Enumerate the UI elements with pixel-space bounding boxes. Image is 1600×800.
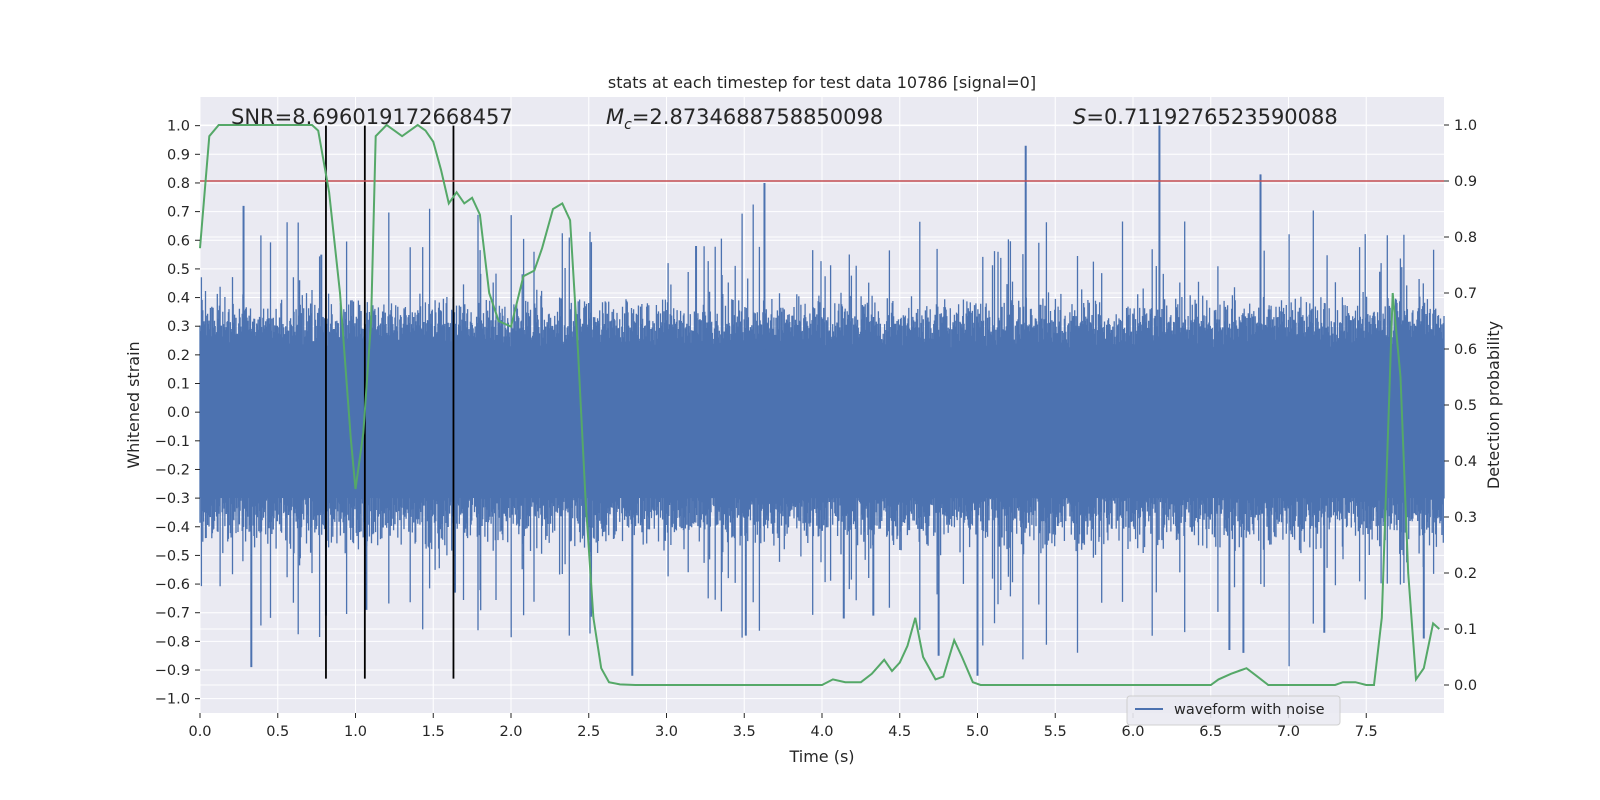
chart-title: stats at each timestep for test data 107… [608,73,1036,92]
x-tick-label: 2.5 [577,724,600,740]
chirp-mass-annotation: Mc=2.8734688758850098 [606,105,883,133]
x-ticks: 0.0 0.5 1.0 1.5 2.0 2.5 3.0 3.5 4.0 4.5 5.0 5.5 6.0 6… [188,713,1378,740]
x-tick-label: 5.0 [966,724,989,740]
y2-tick-label: 0.1 [1454,622,1477,638]
x-tick-label: 0.0 [188,724,211,740]
chirp-mass-value: =2.8734688758850098 [632,105,883,129]
y2-tick-label: 0.6 [1454,342,1477,358]
y-tick-label: 0.2 [167,348,190,364]
y-tick-label: 0.4 [167,291,190,307]
y-tick-label: −0.8 [155,634,190,650]
y-tick-label: 0.6 [167,233,190,249]
y-tick-label: 0.8 [167,176,190,192]
y-tick-label: −0.5 [155,548,190,564]
y2-axis-label: Detection probability [1484,321,1503,489]
y-tick-label: 0.1 [167,377,190,393]
y-tick-label: −0.2 [155,462,190,478]
y2-tick-label: 0.0 [1454,678,1477,694]
x-tick-label: 3.5 [733,724,756,740]
y-tick-label: 0.5 [167,262,190,278]
x-tick-label: 6.0 [1121,724,1144,740]
y-axis-label: Whitened strain [124,341,143,468]
y2-tick-label: 0.2 [1454,566,1477,582]
s-symbol: S [1073,105,1086,129]
chirp-mass-subscript: c [624,117,632,133]
y2-tick-label: 1.0 [1454,118,1477,134]
y-tick-label: −1.0 [155,692,190,708]
x-tick-label: 1.5 [422,724,445,740]
x-tick-label: 0.5 [266,724,289,740]
y-tick-label: −0.4 [155,520,190,536]
legend-box [1126,695,1341,726]
y-tick-label: −0.7 [155,606,190,622]
y-tick-label: 1.0 [167,119,190,135]
x-tick-label: 5.5 [1044,724,1067,740]
y2-tick-label: 0.7 [1454,286,1477,302]
x-tick-label: 4.5 [888,724,911,740]
y2-tick-label: 0.4 [1454,454,1477,470]
snr-annotation: SNR=8.696019172668457 [231,105,513,129]
y-tick-label: −0.3 [155,491,190,507]
x-tick-label: 3.0 [655,724,678,740]
y2-tick-label: 0.9 [1454,174,1477,190]
y-tick-label: −0.6 [155,577,190,593]
y-tick-label: 0.7 [167,205,190,221]
y-tick-label: 0.9 [167,147,190,163]
y-tick-label: 0.0 [167,405,190,421]
chirp-mass-symbol: M [606,105,624,129]
x-tick-label: 4.0 [810,724,833,740]
x-tick-label: 7.0 [1277,724,1300,740]
y-ticks: −1.0 −0.9 −0.8 −0.7 −0.6 −0.5 −0.4 −0.3 −0.2 −0.1… [155,119,200,708]
x-axis-label: Time (s) [788,747,854,766]
y-tick-label: 0.3 [167,319,190,335]
s-annotation: S=0.7119276523590088 [1073,105,1338,129]
legend-label: waveform with noise [1174,702,1325,718]
y2-tick-label: 0.5 [1454,398,1477,414]
legend: waveform with noise [1126,695,1341,726]
x-tick-label: 6.5 [1199,724,1222,740]
x-tick-label: 2.0 [499,724,522,740]
x-tick-label: 7.5 [1355,724,1378,740]
y-tick-label: −0.1 [155,434,190,450]
x-tick-label: 1.0 [344,724,367,740]
y2-tick-label: 0.8 [1454,230,1477,246]
s-value: =0.7119276523590088 [1086,105,1337,129]
detection-probability-series [199,123,1440,686]
waveform-dense-band [200,349,1444,499]
y2-ticks: 0.0 0.1 0.2 0.3 0.4 0.5 0.6 0.7 0.8 0.9 1.0 [1444,118,1477,694]
detection-probability-line [199,123,1440,686]
y-tick-label: −0.9 [155,663,190,679]
y2-tick-label: 0.3 [1454,510,1477,526]
